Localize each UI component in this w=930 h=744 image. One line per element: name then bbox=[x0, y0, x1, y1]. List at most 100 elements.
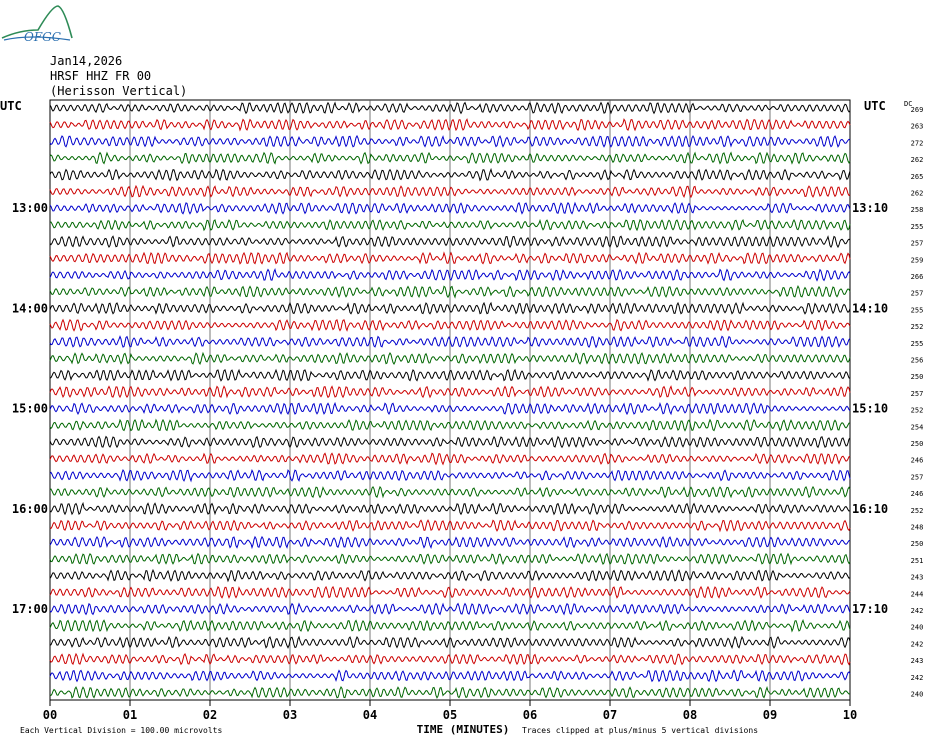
dc-value: 240 bbox=[911, 624, 924, 632]
seismic-trace bbox=[49, 618, 851, 633]
x-tick-label: 03 bbox=[283, 708, 297, 722]
axis-labels: 00 01 02 03 04 05 06 07 08 09 10 269 263 272 262 265 262… bbox=[0, 99, 923, 736]
seismic-trace bbox=[49, 652, 851, 666]
dc-value: 250 bbox=[911, 373, 924, 381]
left-time-label: 15:00 bbox=[12, 402, 48, 416]
dc-value: 244 bbox=[911, 590, 924, 598]
left-time-label: 17:00 bbox=[12, 602, 48, 616]
dc-value: 243 bbox=[911, 657, 924, 665]
dc-value: 256 bbox=[911, 357, 924, 365]
seismic-trace bbox=[49, 235, 851, 249]
seismic-trace bbox=[49, 602, 851, 616]
seismic-trace bbox=[49, 218, 851, 232]
seismic-trace bbox=[49, 351, 851, 365]
left-time-label: 13:00 bbox=[12, 201, 48, 215]
dc-title: DC bbox=[904, 100, 912, 108]
seismic-trace bbox=[49, 635, 851, 650]
seismic-trace bbox=[49, 669, 851, 683]
seismic-trace bbox=[49, 118, 851, 132]
right-time-label: 14:10 bbox=[852, 301, 888, 315]
seismic-trace bbox=[49, 167, 851, 182]
dc-value: 262 bbox=[911, 156, 924, 164]
date-label: Jan14,2026 bbox=[50, 54, 123, 68]
seismic-trace bbox=[49, 435, 851, 449]
seismic-trace bbox=[49, 501, 851, 516]
dc-value: 250 bbox=[911, 440, 924, 448]
seismic-trace bbox=[49, 301, 851, 315]
seismic-trace bbox=[49, 101, 851, 115]
seismic-trace bbox=[49, 585, 851, 599]
seismic-trace bbox=[49, 251, 851, 265]
x-tick-label: 06 bbox=[523, 708, 537, 722]
x-tick-label: 07 bbox=[603, 708, 617, 722]
footer-left-note: Each Vertical Division = 100.00 microvol… bbox=[20, 726, 222, 735]
left-axis-title: UTC bbox=[0, 99, 22, 113]
dc-value: 255 bbox=[911, 223, 924, 231]
x-tick-label: 09 bbox=[763, 708, 777, 722]
right-time-label: 15:10 bbox=[852, 402, 888, 416]
grid-lines bbox=[49, 99, 851, 706]
seismic-trace bbox=[49, 485, 851, 499]
dc-value: 252 bbox=[911, 323, 924, 331]
dc-value: 252 bbox=[911, 407, 924, 415]
dc-value: 243 bbox=[911, 574, 924, 582]
x-tick-label: 08 bbox=[683, 708, 697, 722]
dc-value: 251 bbox=[911, 557, 924, 565]
dc-value: 257 bbox=[911, 240, 924, 248]
left-time-label: 14:00 bbox=[12, 301, 48, 315]
footer-right-note: Traces clipped at plus/minus 5 vertical … bbox=[522, 726, 758, 735]
dc-value: 255 bbox=[911, 306, 924, 314]
seismic-trace bbox=[49, 535, 851, 550]
dc-value: 246 bbox=[911, 490, 924, 498]
right-axis-title: UTC bbox=[864, 99, 886, 113]
seismic-trace bbox=[49, 368, 851, 382]
right-time-label: 13:10 bbox=[852, 201, 888, 215]
logo-text: OFGC bbox=[24, 30, 61, 44]
seismic-trace bbox=[49, 452, 851, 466]
dc-value: 250 bbox=[911, 540, 924, 548]
dc-value: 258 bbox=[911, 206, 924, 214]
dc-value: 269 bbox=[911, 106, 924, 114]
station-label: HRSF HHZ FR 00 bbox=[50, 69, 152, 83]
dc-value: 254 bbox=[911, 423, 924, 431]
dc-value: 257 bbox=[911, 290, 924, 298]
seismic-traces bbox=[49, 101, 851, 699]
dc-value: 266 bbox=[911, 273, 924, 281]
dc-value: 259 bbox=[911, 256, 924, 264]
seismic-trace bbox=[49, 318, 851, 332]
seismic-trace bbox=[49, 151, 851, 165]
dc-value: 252 bbox=[911, 507, 924, 515]
seismic-trace bbox=[49, 401, 851, 416]
seismic-trace bbox=[49, 184, 851, 199]
seismic-trace bbox=[49, 268, 851, 282]
dc-value: 265 bbox=[911, 173, 924, 181]
seismic-trace bbox=[49, 201, 851, 215]
x-tick-label: 10 bbox=[843, 708, 857, 722]
dc-value: 248 bbox=[911, 524, 924, 532]
dc-value: 263 bbox=[911, 123, 924, 131]
dc-value: 272 bbox=[911, 139, 924, 147]
seismic-trace bbox=[49, 335, 851, 349]
dc-value: 242 bbox=[911, 607, 924, 615]
seismic-trace bbox=[49, 385, 851, 399]
x-axis-title: TIME (MINUTES) bbox=[417, 723, 510, 736]
dc-value: 257 bbox=[911, 473, 924, 481]
right-time-label: 16:10 bbox=[852, 502, 888, 516]
dc-value: 262 bbox=[911, 190, 924, 198]
left-time-label: 16:00 bbox=[12, 502, 48, 516]
x-tick-label: 05 bbox=[443, 708, 457, 722]
seismic-trace bbox=[49, 519, 851, 533]
x-tick-label: 01 bbox=[123, 708, 137, 722]
dc-value: 246 bbox=[911, 457, 924, 465]
dc-value: 242 bbox=[911, 674, 924, 682]
seismic-trace bbox=[49, 134, 851, 148]
x-tick-label: 00 bbox=[43, 708, 57, 722]
dc-value: 242 bbox=[911, 640, 924, 648]
seismic-trace bbox=[49, 418, 851, 432]
seismic-trace bbox=[49, 552, 851, 566]
right-time-label: 17:10 bbox=[852, 602, 888, 616]
dc-value: 255 bbox=[911, 340, 924, 348]
dc-value: 257 bbox=[911, 390, 924, 398]
site-label: (Herisson Vertical) bbox=[50, 84, 188, 98]
